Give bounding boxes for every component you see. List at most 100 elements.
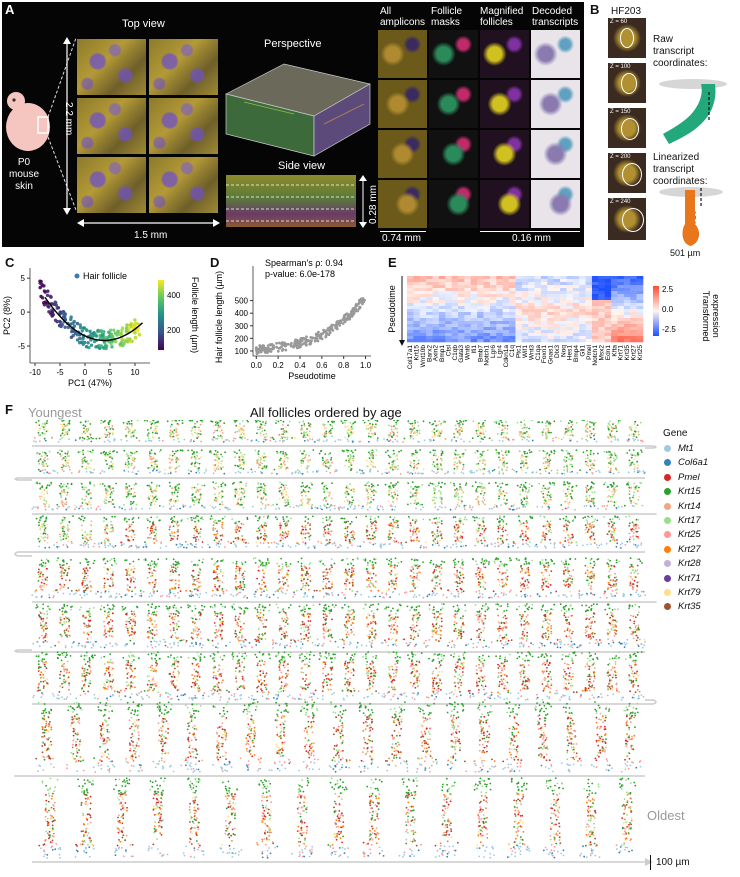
transcript-dot [501, 440, 504, 442]
transcript-dot [524, 505, 527, 508]
follicle [601, 481, 623, 510]
transcript-dot [281, 440, 284, 443]
transcript-dot [480, 435, 482, 438]
e-heatmap-cell [413, 288, 421, 292]
d-annotation: p-value: 6.0e-178 [265, 269, 335, 279]
transcript-dot [349, 453, 352, 456]
transcript-dot [241, 431, 244, 434]
transcript-dot [239, 487, 242, 489]
transcript-dot [147, 439, 150, 442]
e-heatmap-cell [407, 330, 414, 334]
follicle [77, 449, 95, 474]
transcript-dot [174, 420, 177, 422]
e-heatmap-cell [598, 291, 606, 295]
transcript-dot [254, 420, 257, 422]
transcript-dot [130, 451, 132, 454]
transcript-dot [272, 468, 275, 471]
transcript-dot [544, 487, 546, 490]
e-heatmap-cell [623, 312, 631, 316]
transcript-dot [609, 467, 612, 470]
e-heatmap-cell [496, 303, 503, 307]
e-gene-label: Col17a1 [407, 345, 414, 370]
e-heatmap-cell [540, 285, 548, 289]
transcript-dot [454, 496, 457, 498]
transcript-dot [214, 459, 217, 462]
transcript-dot [41, 491, 43, 494]
transcript-dot [483, 450, 486, 453]
e-heatmap-cell [451, 321, 459, 325]
c-point [75, 338, 80, 342]
transcript-dot [221, 455, 224, 458]
z-slice-image: Z = 60 [608, 18, 646, 58]
e-gene-label: Ctsl [445, 344, 452, 356]
transcript-dot [491, 439, 493, 442]
transcript-dot [562, 436, 565, 439]
transcript-dot [498, 472, 501, 475]
e-heatmap-cell [528, 297, 535, 301]
transcript-dot [525, 459, 528, 461]
transcript-dot [437, 431, 440, 434]
e-heatmap-cell [636, 315, 644, 319]
transcript-dot [616, 469, 619, 471]
transcript-dot [269, 436, 272, 439]
transcript-dot [370, 453, 372, 456]
e-heatmap-cell [528, 327, 535, 331]
transcript-dot [569, 455, 572, 457]
transcript-dot [109, 440, 111, 443]
e-gene-label: Notch1 [592, 345, 599, 366]
transcript-dot [618, 420, 620, 422]
transcript-dot [456, 503, 459, 506]
transcript-dot [571, 457, 574, 460]
transcript-dot [456, 428, 458, 431]
e-heatmap-cell [515, 288, 523, 292]
transcript-dot [498, 471, 501, 473]
c-point [66, 325, 71, 330]
transcript-dot [531, 439, 534, 442]
transcript-dot [146, 429, 149, 431]
transcript-dot [553, 482, 556, 485]
d-point [280, 345, 283, 349]
transcript-dot [329, 509, 332, 511]
transcript-dot [535, 471, 538, 474]
transcript-dot [436, 463, 439, 465]
transcript-dot [44, 454, 46, 457]
transcript-dot [324, 433, 326, 436]
transcript-dot [352, 457, 354, 459]
transcript-dot [394, 438, 397, 441]
e-heatmap-cell [611, 318, 618, 322]
e-heatmap-cell [560, 294, 567, 298]
transcript-dot [263, 438, 266, 441]
transcript-dot [265, 505, 267, 507]
transcript-dot [171, 450, 174, 453]
panel-label-f: F [5, 402, 13, 417]
transcript-dot [61, 503, 64, 506]
transcript-dot [524, 481, 527, 484]
e-heatmap-cell [496, 285, 503, 289]
follicle [121, 482, 138, 511]
e-heatmap-cell [438, 306, 446, 310]
c-y-tick-label: 5 [21, 274, 26, 283]
transcript-dot [193, 453, 196, 455]
transcript-dot [541, 506, 544, 508]
e-heatmap-cell [540, 318, 548, 322]
transcript-dot [63, 434, 66, 437]
transcript-dot [129, 428, 131, 431]
e-heatmap-cell [528, 318, 535, 322]
transcript-dot [256, 432, 258, 435]
transcript-dot [79, 421, 82, 424]
transcript-dot [634, 430, 637, 433]
d-point [315, 337, 319, 341]
transcript-dot [508, 507, 510, 510]
c-point [69, 317, 73, 322]
transcript-dot [607, 422, 610, 425]
e-heatmap-cell [502, 330, 510, 334]
e-heatmap-cell [483, 339, 491, 343]
transcript-dot [220, 485, 223, 488]
e-colorbar-tick: -2.5 [662, 325, 676, 334]
e-heatmap-cell [611, 333, 618, 337]
transcript-dot [103, 440, 106, 443]
follicle-gallery [14, 420, 657, 866]
transcript-dot [41, 461, 44, 463]
transcript-dot [173, 500, 176, 503]
e-heatmap-cell [521, 294, 529, 298]
